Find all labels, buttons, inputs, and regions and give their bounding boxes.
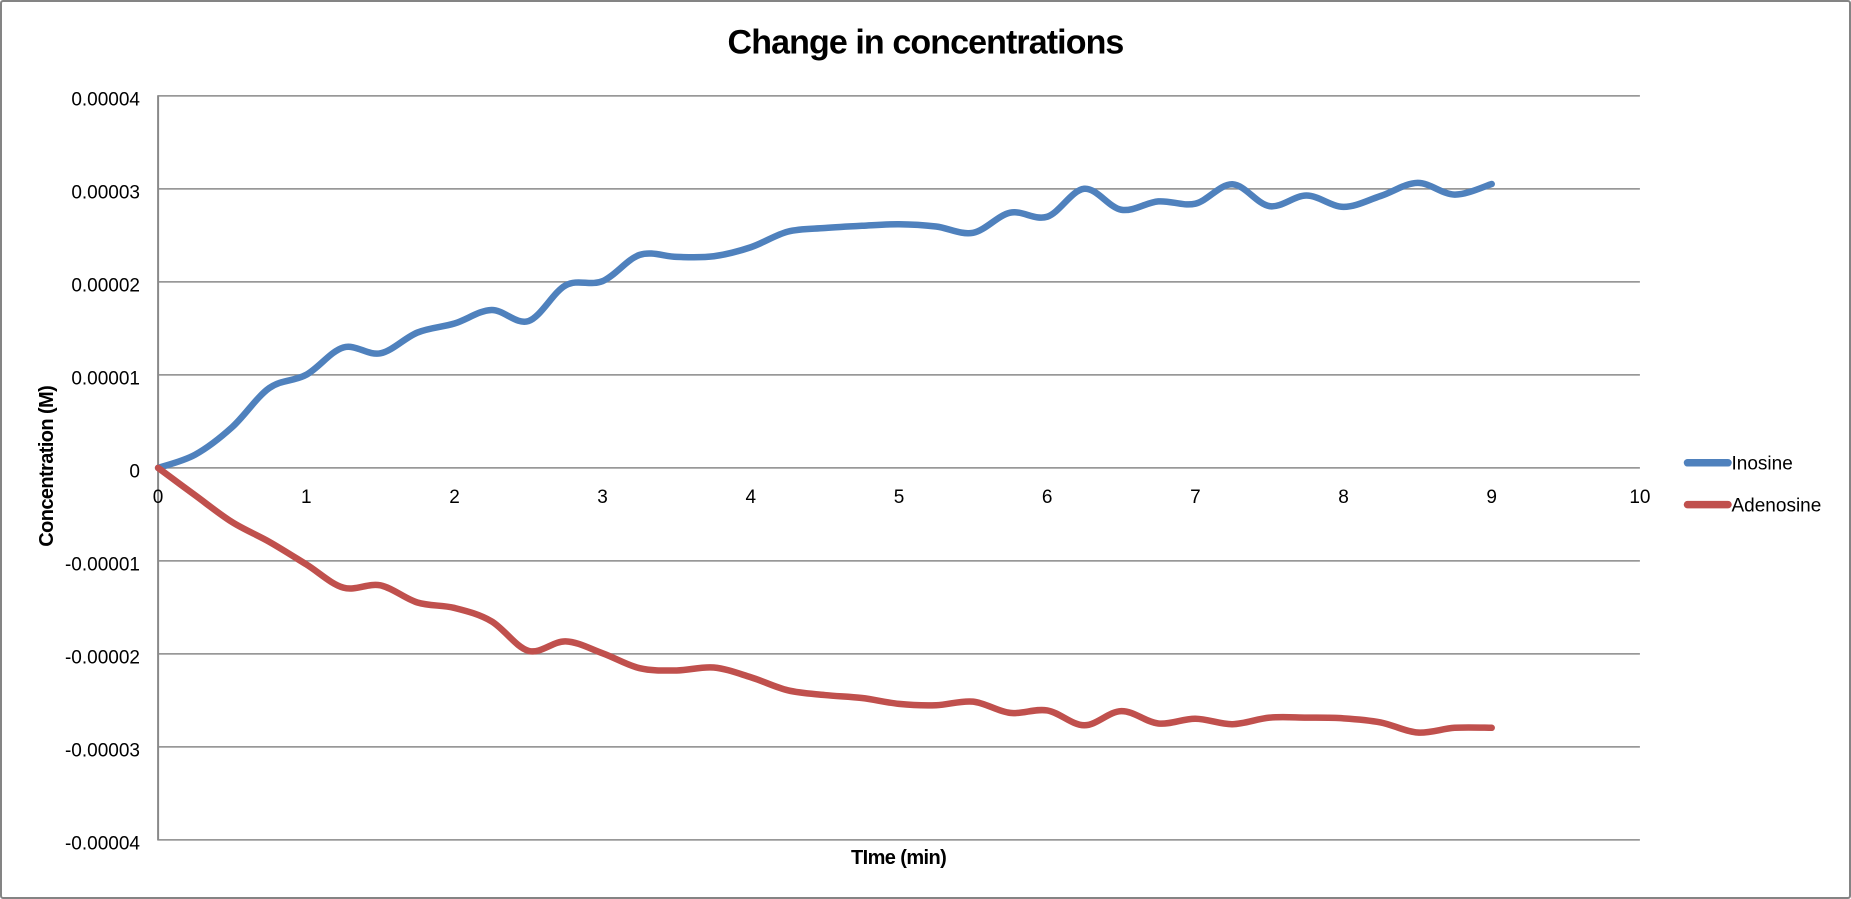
svg-text:5: 5	[894, 487, 905, 508]
svg-text:-0.00004: -0.00004	[65, 833, 140, 854]
svg-text:TIme (min): TIme (min)	[851, 847, 946, 869]
svg-text:1: 1	[301, 487, 312, 508]
svg-text:-0.00002: -0.00002	[65, 647, 140, 668]
svg-text:10: 10	[1629, 487, 1650, 508]
svg-text:2: 2	[449, 487, 460, 508]
svg-text:4: 4	[746, 487, 757, 508]
svg-text:Concentration (M): Concentration (M)	[36, 386, 58, 547]
svg-text:7: 7	[1190, 487, 1201, 508]
svg-text:Change in concentrations: Change in concentrations	[728, 24, 1124, 62]
svg-text:0: 0	[153, 487, 164, 508]
svg-text:0.00002: 0.00002	[71, 275, 140, 296]
svg-text:9: 9	[1486, 487, 1497, 508]
svg-text:Inosine: Inosine	[1732, 454, 1793, 475]
svg-text:Adenosine: Adenosine	[1732, 496, 1822, 517]
svg-text:3: 3	[597, 487, 608, 508]
svg-text:-0.00003: -0.00003	[65, 740, 140, 761]
svg-text:0.00003: 0.00003	[71, 182, 140, 203]
svg-text:-0.00001: -0.00001	[65, 554, 140, 575]
svg-text:0: 0	[129, 461, 140, 482]
svg-text:6: 6	[1042, 487, 1053, 508]
svg-text:0.00004: 0.00004	[71, 89, 140, 110]
svg-text:8: 8	[1338, 487, 1349, 508]
svg-text:0.00001: 0.00001	[71, 368, 140, 389]
